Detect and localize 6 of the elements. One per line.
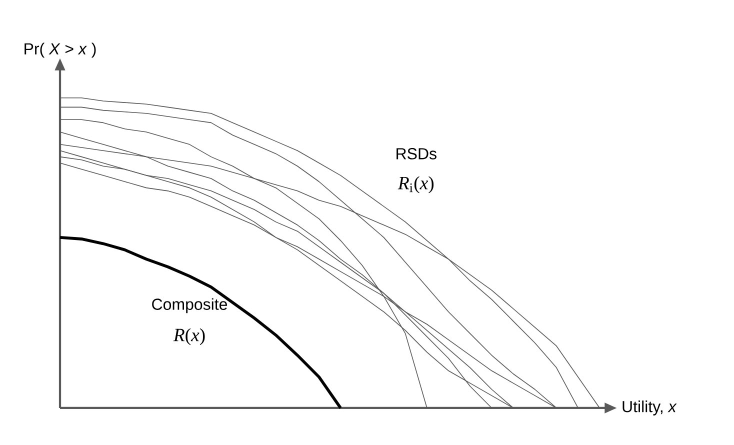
x-axis-title: Utility, x bbox=[622, 400, 677, 416]
annotation: R$_{i}$(x) bbox=[398, 176, 434, 194]
annotation: Composite bbox=[152, 298, 228, 314]
y-axis-title: Pr( X > x ) bbox=[24, 42, 96, 58]
annotation: RSDs bbox=[396, 148, 436, 160]
annotation: R(x) bbox=[173, 328, 205, 346]
